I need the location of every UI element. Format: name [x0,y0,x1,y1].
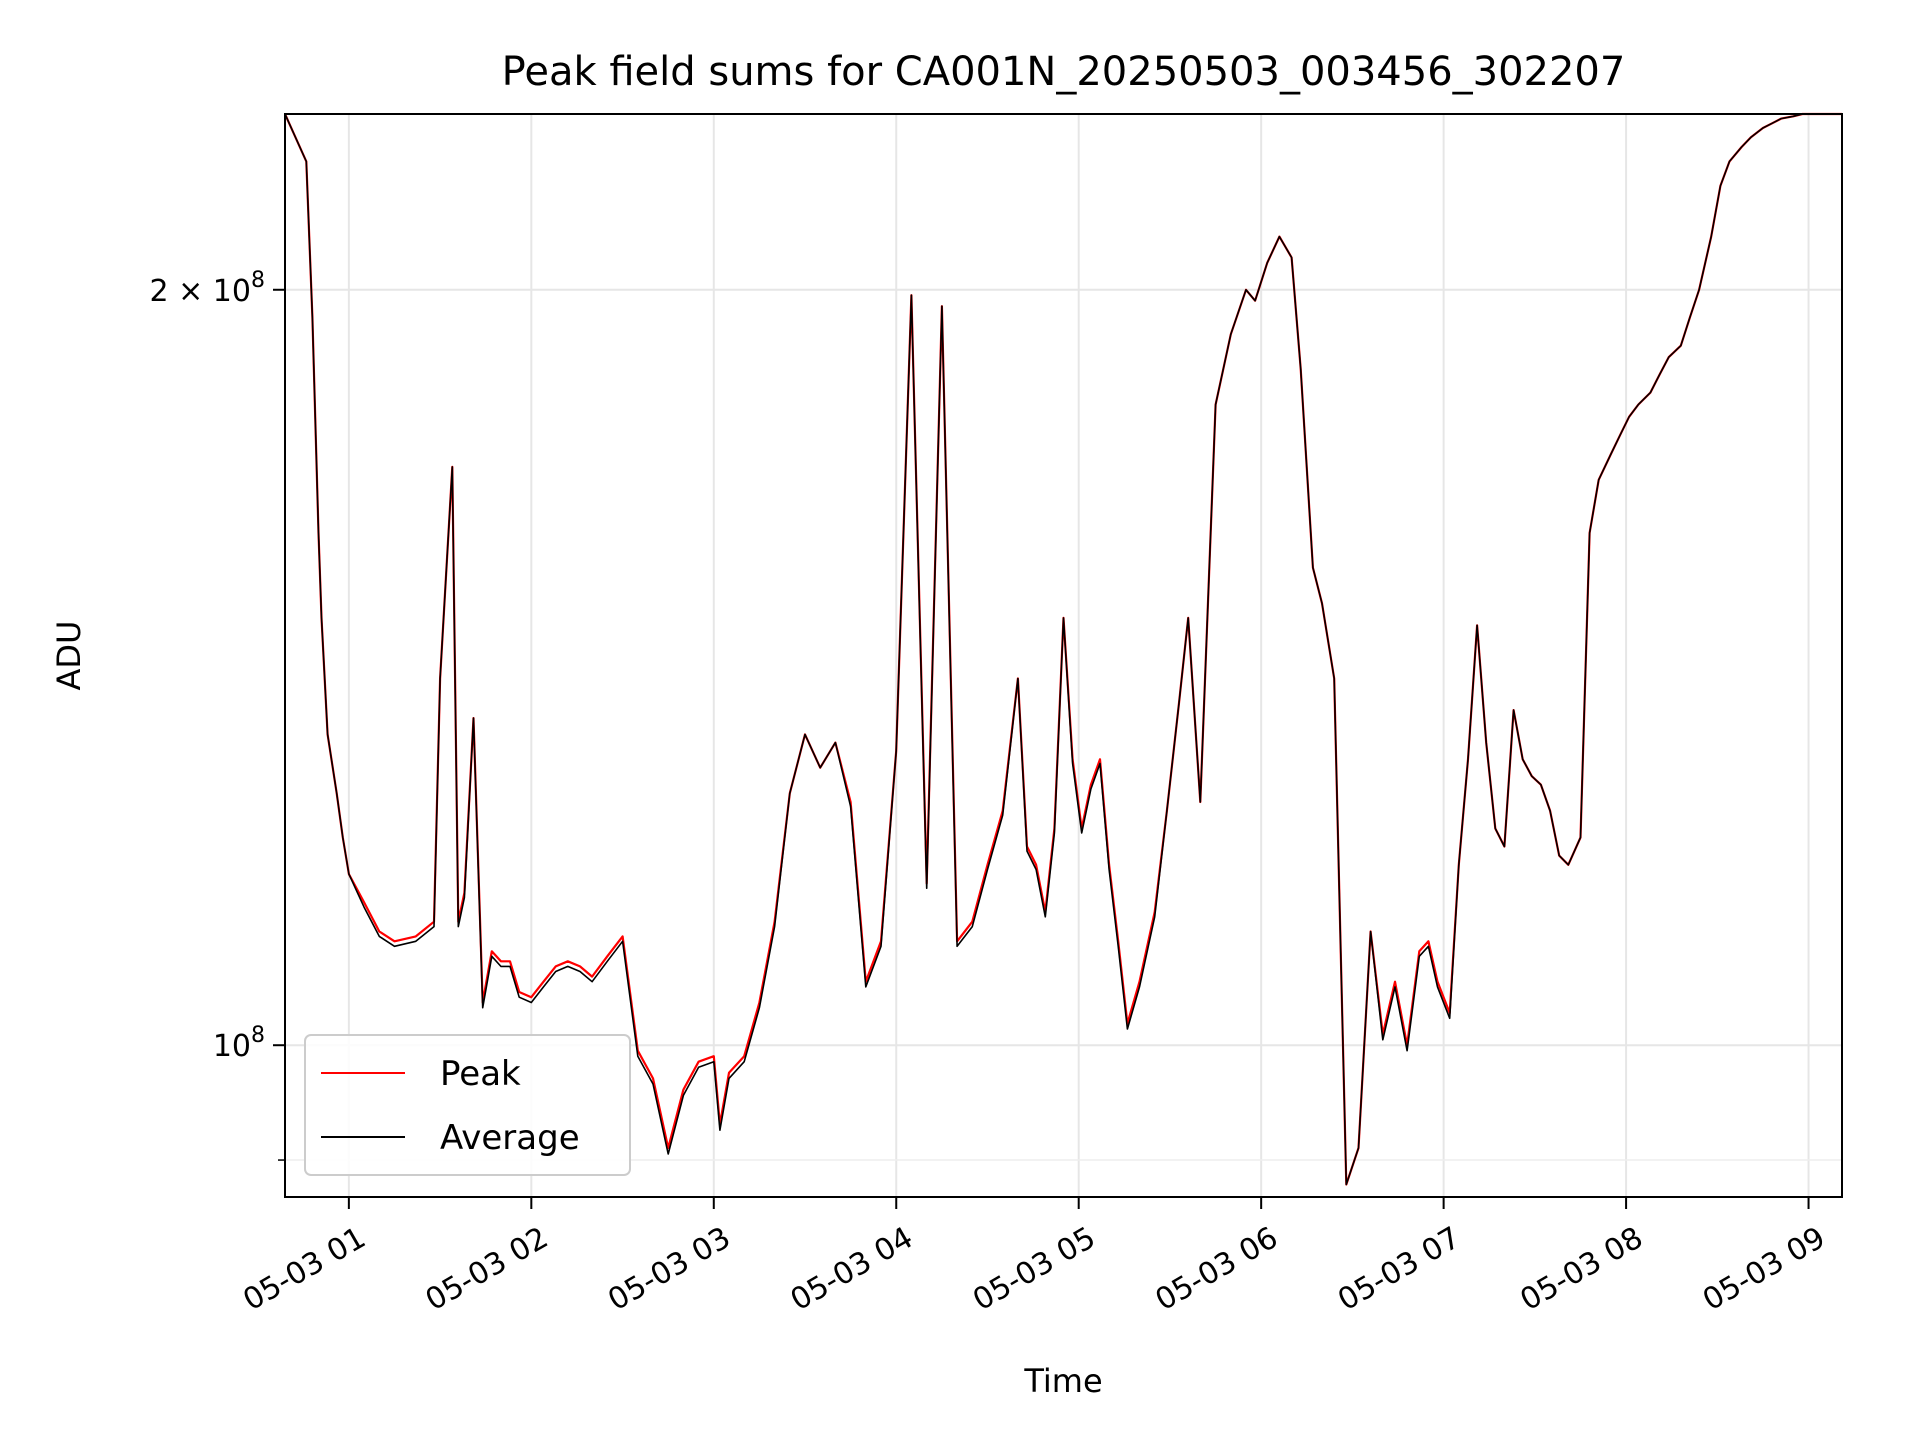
series-line-average [284,113,1842,1186]
y-tick-label: 2 × 108 [150,268,265,309]
y-tick-label-base: 10 [213,1029,251,1064]
series-group [283,112,1842,1186]
plot-frame [284,113,1843,1198]
legend-label-peak: Peak [440,1054,521,1094]
chart-title: Peak field sums for CA001N_20250503_0034… [502,49,1626,95]
grid [285,114,1842,1197]
legend-box [304,1034,631,1176]
x-axis-label: Time [1023,1362,1102,1400]
y-tick-label-exponent: 8 [251,1023,265,1048]
legend: Peak Average [304,1034,631,1176]
y-tick-label-base: 2 × 10 [150,274,251,309]
legend-label-average: Average [440,1118,580,1158]
y-tick-label-exponent: 8 [251,268,265,293]
y-tick-label: 108 [213,1023,265,1064]
y-axis-label: ADU [50,621,88,691]
